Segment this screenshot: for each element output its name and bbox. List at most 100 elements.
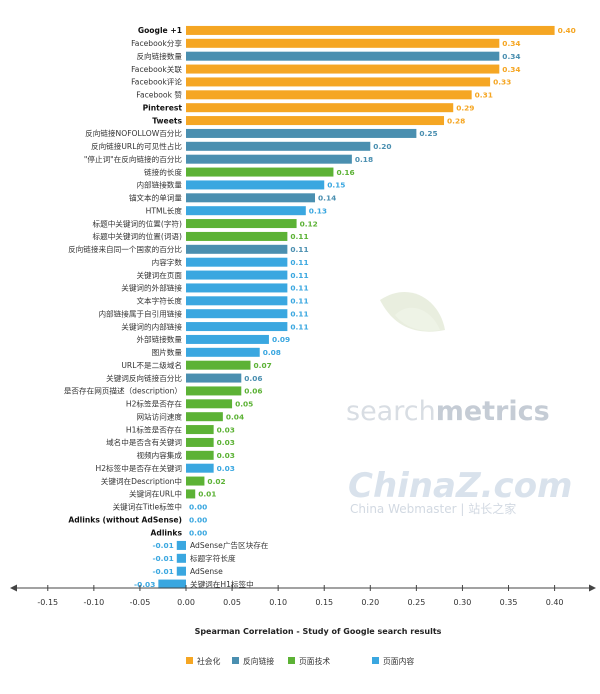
category-label: URL不是二级域名	[121, 360, 182, 370]
bar	[176, 566, 186, 576]
value-label: 0.34	[502, 52, 520, 61]
category-label: 内部链接数量	[136, 180, 182, 190]
value-label: 0.14	[318, 194, 336, 203]
bar	[186, 206, 306, 216]
bar	[186, 347, 260, 357]
value-label: 0.11	[290, 297, 308, 306]
value-label: 0.13	[309, 206, 327, 215]
value-label: 0.00	[189, 528, 207, 537]
bar	[186, 25, 555, 35]
category-label: Facebook分享	[131, 38, 182, 48]
bar	[186, 489, 196, 499]
x-tick-label: 0.30	[454, 598, 472, 607]
category-label: 视频内容集成	[136, 450, 182, 460]
legend-swatch	[232, 657, 239, 664]
category-label: Adlinks (without AdSense)	[68, 515, 182, 524]
bar	[158, 579, 186, 589]
value-label: 0.03	[217, 464, 235, 473]
value-label: 0.29	[456, 103, 474, 112]
category-label: 域名中是否含有关键词	[106, 437, 182, 447]
category-label: 反向链接来自同一个国家的百分比	[68, 244, 182, 254]
category-label: H2标签中是否存在关键词	[96, 463, 182, 473]
category-label: H2标签是否存在	[126, 399, 183, 409]
value-label: 0.34	[502, 65, 520, 74]
value-label: 0.11	[290, 309, 308, 318]
bar	[176, 553, 186, 563]
value-label: 0.02	[207, 477, 225, 486]
value-label: 0.11	[290, 271, 308, 280]
value-label: 0.00	[189, 515, 207, 524]
bar	[186, 437, 214, 447]
x-tick-label: -0.10	[83, 598, 104, 607]
category-label: 关键词的内部链接	[121, 321, 182, 331]
value-label: 0.11	[290, 232, 308, 241]
watermark-china: China	[348, 466, 456, 506]
value-label: 0.34	[502, 39, 520, 48]
bars-group: Google +1 0.40 Facebook分享 0.34 反向链接数量 0.34 Fac…	[64, 25, 576, 589]
category-label: 标题中关键词的位置(字符)	[93, 218, 182, 228]
watermark-z: Z	[455, 466, 482, 506]
bar	[186, 38, 500, 48]
category-label: Adlinks	[151, 528, 183, 537]
bar	[186, 51, 500, 61]
watermark-searchmetrics: searchmetrics	[346, 291, 550, 427]
legend-swatch	[288, 657, 295, 664]
x-tick-label: 0.20	[361, 598, 379, 607]
value-label: 0.03	[217, 425, 235, 434]
value-label: 0.18	[355, 155, 373, 164]
category-label: 文本字符长度	[136, 296, 182, 306]
axis-arrow-left-icon	[10, 584, 17, 592]
value-label: 0.01	[198, 490, 216, 499]
bar	[186, 231, 288, 241]
legend-label: 页面内容	[383, 656, 414, 666]
legend-label: 页面技术	[299, 656, 330, 666]
bar	[186, 373, 242, 383]
value-label: -0.01	[152, 541, 173, 550]
category-label: 关键词在H1标签中	[190, 579, 254, 589]
watermark-chinaz: ChinaZ.com China Webmaster | 站长之家	[348, 466, 572, 516]
x-tick-label: 0.05	[223, 598, 241, 607]
bar	[186, 193, 316, 203]
category-label: 关键词反向链接百分比	[106, 373, 182, 383]
category-label: Pinterest	[143, 103, 183, 112]
category-label: HTML长度	[146, 205, 183, 215]
value-label: 0.16	[336, 168, 354, 177]
value-label: 0.25	[419, 129, 437, 138]
watermark-metrics: metrics	[436, 396, 550, 427]
value-label: 0.11	[290, 284, 308, 293]
legend-swatch	[186, 657, 193, 664]
value-label: 0.00	[189, 503, 207, 512]
bar	[186, 128, 417, 138]
category-label: 标题中关键词的位置(词语)	[93, 231, 182, 241]
x-tick-label: 0.35	[500, 598, 518, 607]
category-label: H1标签是否存在	[126, 424, 183, 434]
category-label: 外部链接数量	[136, 334, 182, 344]
category-label: 链接的长度	[144, 167, 182, 177]
bar	[186, 167, 334, 177]
value-label: 0.40	[558, 26, 576, 35]
category-label: AdSense广告区块存在	[190, 540, 269, 550]
bar	[186, 219, 297, 229]
bar	[186, 141, 371, 151]
watermark-com: .com	[481, 466, 573, 506]
value-label: 0.08	[263, 348, 281, 357]
category-label: 图片数量	[152, 347, 183, 357]
category-label: 内部链接属于自引用链接	[98, 308, 182, 318]
bar	[186, 386, 242, 396]
category-label: 反向链接NOFOLLOW百分比	[85, 128, 182, 138]
category-label: "停止词"在反向链接的百分比	[84, 154, 183, 164]
legend-label: 社会化	[197, 656, 221, 666]
value-label: 0.07	[254, 361, 272, 370]
bar	[186, 476, 205, 486]
bar	[186, 90, 472, 100]
x-tick-label: 0.00	[177, 598, 195, 607]
bar	[186, 244, 288, 254]
svg-text:ChinaZ.com: ChinaZ.com	[348, 466, 572, 506]
x-axis-title: Spearman Correlation - Study of Google s…	[195, 627, 442, 636]
watermark-china-webmaster: China Webmaster | 站长之家	[350, 501, 516, 516]
legend-label: 反向链接	[243, 656, 274, 666]
value-label: -0.01	[152, 554, 173, 563]
category-label: 关键词在Title标签中	[113, 502, 182, 512]
value-label: 0.33	[493, 78, 511, 87]
